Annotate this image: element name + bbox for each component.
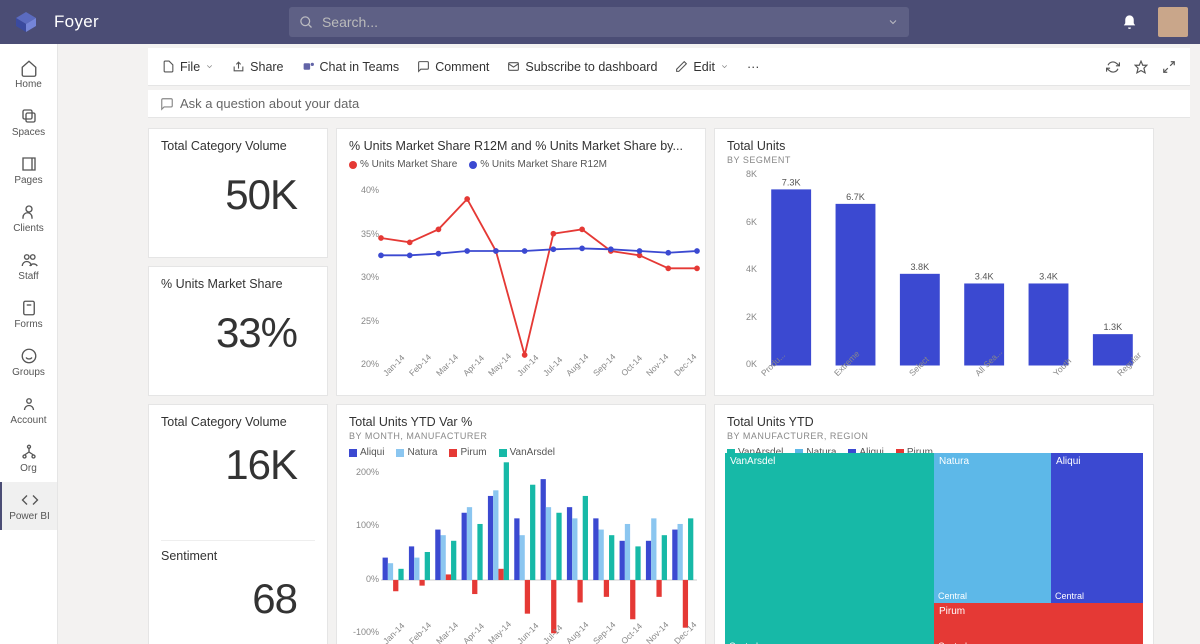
edit-button[interactable]: Edit	[675, 60, 729, 74]
kpi-market-share[interactable]: % Units Market Share 33%	[148, 266, 328, 396]
file-menu[interactable]: File	[162, 60, 214, 74]
sidebar-item-power-bi[interactable]: Power BI	[0, 482, 57, 530]
sidebar-item-home[interactable]: Home	[0, 50, 57, 98]
svg-text:3.8K: 3.8K	[910, 262, 929, 272]
search-box[interactable]	[289, 7, 909, 37]
treemap-cell[interactable]: PirumCentral	[934, 603, 1143, 644]
share-button[interactable]: Share	[232, 60, 283, 74]
kpi-stack[interactable]: Total Category Volume 16K Sentiment 68	[148, 404, 328, 644]
svg-text:6.7K: 6.7K	[846, 192, 865, 202]
svg-text:3.4K: 3.4K	[1039, 271, 1058, 281]
star-icon[interactable]	[1134, 60, 1148, 74]
more-menu[interactable]: ···	[747, 60, 760, 74]
comment-button[interactable]: Comment	[417, 60, 489, 74]
qa-input[interactable]: Ask a question about your data	[148, 90, 1190, 118]
chat-teams-button[interactable]: Chat in Teams	[302, 60, 400, 74]
search-input[interactable]	[322, 14, 887, 30]
brand-name: Foyer	[54, 12, 99, 32]
chart-market-share-line[interactable]: % Units Market Share R12M and % Units Ma…	[336, 128, 706, 396]
sidebar-item-org[interactable]: Org	[0, 434, 57, 482]
sidebar-item-staff[interactable]: Staff	[0, 242, 57, 290]
sidebar-item-account[interactable]: Account	[0, 386, 57, 434]
treemap-cell[interactable]: AliquiCentral	[1051, 453, 1143, 603]
sidebar-item-spaces[interactable]: Spaces	[0, 98, 57, 146]
app-logo-icon	[12, 8, 40, 36]
subscribe-button[interactable]: Subscribe to dashboard	[507, 60, 657, 74]
refresh-icon[interactable]	[1106, 60, 1120, 74]
chart-total-units-bar[interactable]: Total Units BY SEGMENT 8K6K4K2K0K 7.3K6.…	[714, 128, 1154, 396]
svg-text:3.4K: 3.4K	[975, 271, 994, 281]
sidebar-item-forms[interactable]: Forms	[0, 290, 57, 338]
treemap-cell[interactable]: NaturaCentral	[934, 453, 1051, 603]
svg-text:1.3K: 1.3K	[1103, 322, 1122, 332]
expand-icon[interactable]	[1162, 60, 1176, 74]
sidebar-nav: HomeSpacesPagesClientsStaffFormsGroupsAc…	[0, 44, 58, 644]
chevron-down-icon[interactable]	[887, 16, 899, 28]
svg-text:7.3K: 7.3K	[782, 177, 801, 187]
topbar: Foyer	[0, 0, 1200, 44]
treemap-cell[interactable]: VanArsdelCentral	[725, 453, 934, 644]
chart-treemap[interactable]: Total Units YTD BY MANUFACTURER, REGION …	[714, 404, 1154, 644]
chart-ytd-var-multibar[interactable]: Total Units YTD Var % BY MONTH, MANUFACT…	[336, 404, 706, 644]
sidebar-item-clients[interactable]: Clients	[0, 194, 57, 242]
dashboard-toolbar: File Share Chat in Teams Comment Subscri…	[148, 48, 1190, 86]
user-avatar[interactable]	[1158, 7, 1188, 37]
sidebar-item-groups[interactable]: Groups	[0, 338, 57, 386]
sidebar-item-pages[interactable]: Pages	[0, 146, 57, 194]
bell-icon[interactable]	[1121, 14, 1138, 31]
kpi-total-category-volume[interactable]: Total Category Volume 50K	[148, 128, 328, 258]
